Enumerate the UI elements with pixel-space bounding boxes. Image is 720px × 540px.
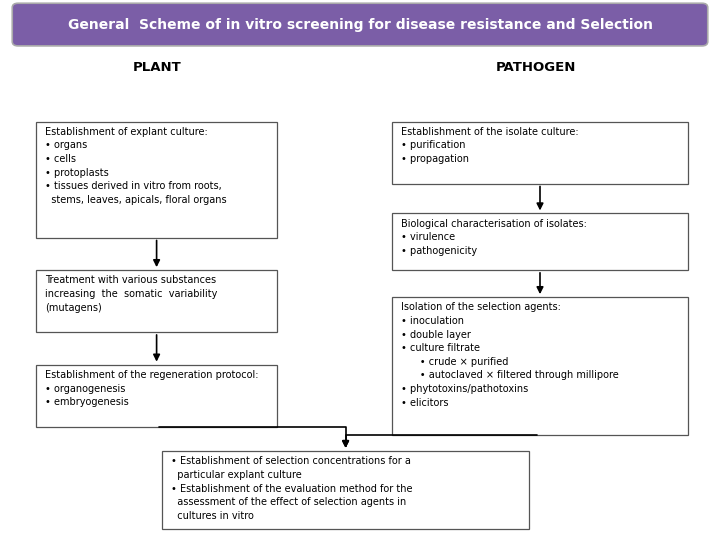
Text: Isolation of the selection agents:
• inoculation
• double layer
• culture filtra: Isolation of the selection agents: • ino… bbox=[401, 302, 618, 408]
FancyBboxPatch shape bbox=[392, 122, 688, 184]
FancyBboxPatch shape bbox=[162, 451, 529, 529]
Text: Establishment of the regeneration protocol:
• organogenesis
• embryogenesis: Establishment of the regeneration protoc… bbox=[45, 370, 258, 407]
Text: Biological characterisation of isolates:
• virulence
• pathogenicity: Biological characterisation of isolates:… bbox=[401, 219, 587, 256]
FancyBboxPatch shape bbox=[36, 122, 277, 238]
FancyBboxPatch shape bbox=[36, 364, 277, 427]
FancyBboxPatch shape bbox=[392, 213, 688, 270]
Text: PLANT: PLANT bbox=[132, 61, 181, 74]
Text: Establishment of explant culture:
• organs
• cells
• protoplasts
• tissues deriv: Establishment of explant culture: • orga… bbox=[45, 127, 226, 205]
Text: • Establishment of selection concentrations for a
  particular explant culture
•: • Establishment of selection concentrati… bbox=[171, 456, 412, 521]
FancyBboxPatch shape bbox=[12, 3, 708, 46]
Text: Treatment with various substances
increasing  the  somatic  variability
(mutagen: Treatment with various substances increa… bbox=[45, 275, 217, 313]
Text: PATHOGEN: PATHOGEN bbox=[496, 61, 577, 74]
FancyBboxPatch shape bbox=[36, 270, 277, 332]
FancyBboxPatch shape bbox=[392, 297, 688, 435]
Text: General  Scheme of in vitro screening for disease resistance and Selection: General Scheme of in vitro screening for… bbox=[68, 18, 652, 31]
Text: Establishment of the isolate culture:
• purification
• propagation: Establishment of the isolate culture: • … bbox=[401, 127, 579, 164]
